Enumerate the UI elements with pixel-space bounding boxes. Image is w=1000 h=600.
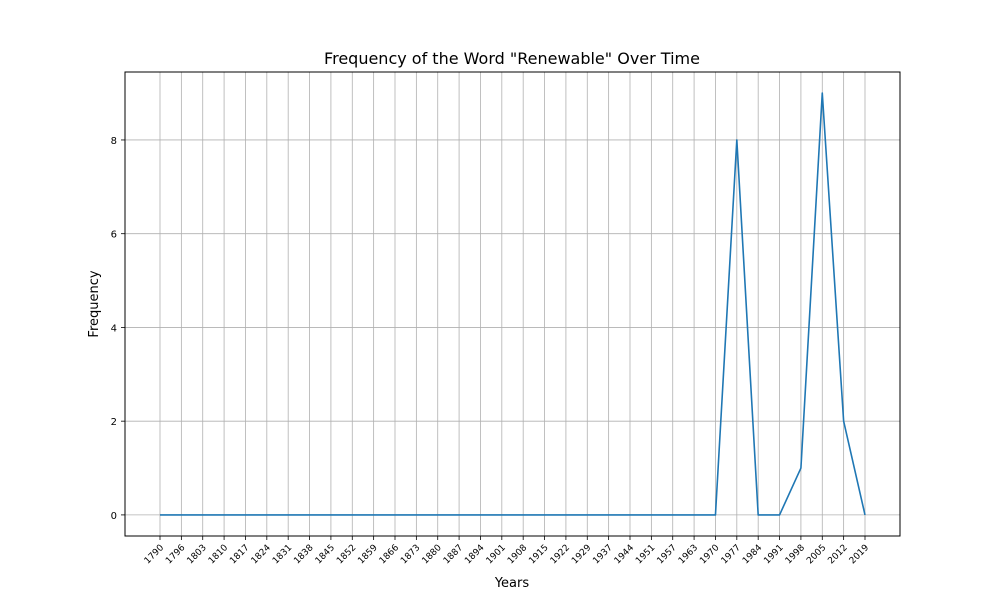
grid (125, 72, 900, 536)
chart-title: Frequency of the Word "Renewable" Over T… (324, 49, 700, 68)
x-axis-label: Years (494, 576, 530, 591)
series-layer (160, 92, 866, 516)
y-tick-label: 6 (111, 230, 117, 241)
plot-frame (124, 71, 901, 537)
y-axis-label: Frequency (87, 270, 102, 337)
series-line (160, 92, 866, 516)
y-tick-label: 8 (111, 136, 117, 147)
y-axis-ticks: 0 2 4 6 8 (111, 136, 125, 522)
y-tick-label: 2 (111, 417, 117, 428)
y-tick-label: 4 (111, 323, 117, 334)
y-tick-label: 0 (111, 511, 117, 522)
